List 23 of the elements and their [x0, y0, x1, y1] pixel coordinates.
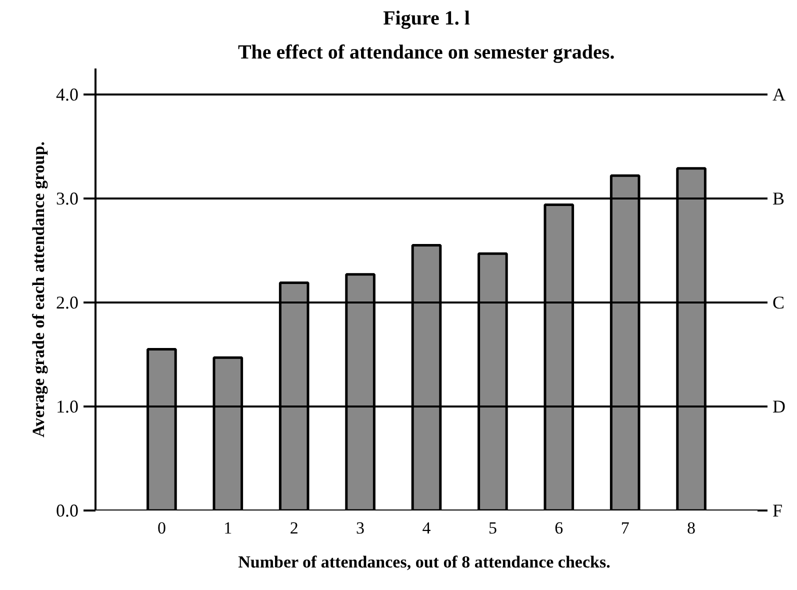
x-tick-label: 5	[488, 518, 497, 538]
x-tick-label: 3	[356, 518, 365, 538]
ref-line-label: C	[772, 292, 785, 312]
x-tick-label: 4	[422, 518, 432, 538]
ref-line-label: B	[772, 188, 785, 208]
y-tick-label: 0.0	[56, 500, 78, 520]
y-tick-label: 3.0	[56, 188, 78, 208]
chart-title: Figure 1. l	[383, 8, 470, 30]
x-tick-label: 8	[687, 518, 696, 538]
x-tick-label: 2	[290, 518, 298, 538]
x-tick-label: 0	[157, 518, 166, 538]
y-axis-title: Average grade of each attendance group.	[29, 142, 48, 438]
ref-line-label: D	[772, 396, 786, 416]
y-tick-label: 2.0	[56, 292, 78, 312]
x-tick-label: 1	[224, 518, 232, 538]
ref-line-label: A	[772, 84, 786, 104]
ref-line-label: F	[772, 500, 783, 520]
y-tick-label: 1.0	[56, 396, 78, 416]
x-axis-title: Number of attendances, out of 8 attendance checks.	[238, 552, 610, 572]
x-tick-label: 7	[620, 518, 630, 538]
chart-subtitle: The effect of attendance on semester grades.	[238, 42, 615, 64]
y-tick-label: 4.0	[56, 84, 78, 104]
x-tick-label: 6	[554, 518, 564, 538]
